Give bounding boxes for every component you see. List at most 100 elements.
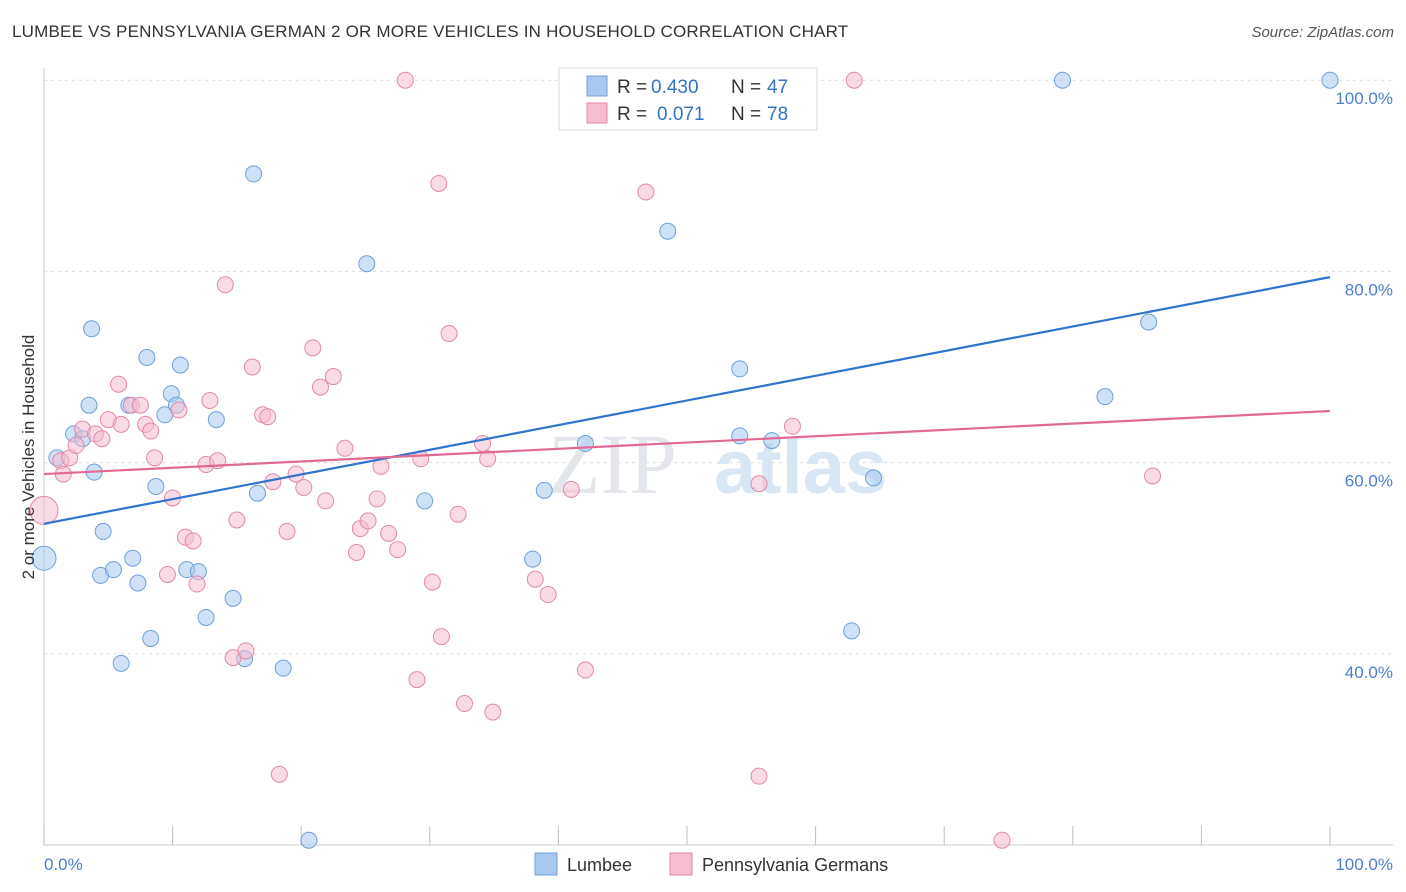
penn-point-42 — [347, 543, 365, 561]
legend-n-value-lumbee: 47 — [767, 77, 788, 98]
penn-point-33 — [270, 765, 288, 783]
penn-point-68 — [783, 417, 801, 435]
penn-point-29 — [243, 358, 261, 376]
bottom-legend-label-lumbee: Lumbee — [567, 855, 632, 875]
penn-point-55 — [440, 325, 458, 343]
penn-point-28 — [237, 642, 255, 660]
penn-point-12 — [131, 396, 149, 414]
lumbee-point-29 — [274, 659, 292, 677]
lumbee-point-14 — [138, 348, 156, 366]
lumbee-point-16 — [147, 478, 165, 495]
lumbee-point-35 — [576, 434, 594, 452]
lumbee-point-43 — [1096, 388, 1114, 406]
bottom-legend-swatch-penn — [669, 852, 693, 876]
penn-point-34 — [278, 522, 296, 540]
legend-n-value-penn: 78 — [767, 104, 788, 125]
legend-r-label-penn: R = — [617, 104, 647, 125]
penn-point-44 — [359, 512, 377, 530]
lumbee-point-33 — [535, 481, 553, 499]
y-tick-label-1: 80.0% — [1345, 280, 1393, 299]
lumbee-point-19 — [171, 356, 189, 374]
chart-source: Source: ZipAtlas.com — [1251, 24, 1394, 41]
legend-r-label-lumbee: R = — [617, 77, 647, 98]
penn-point-18 — [170, 401, 188, 419]
legend-n-label-penn: N = — [731, 104, 761, 125]
penn-point-52 — [423, 573, 441, 591]
penn-point-45 — [368, 490, 386, 508]
penn-point-70 — [993, 831, 1011, 849]
penn-point-48 — [389, 541, 407, 559]
lumbee-point-9 — [104, 561, 122, 579]
penn-trend-line — [43, 409, 1331, 476]
penn-point-54 — [432, 628, 450, 646]
penn-point-23 — [201, 391, 219, 409]
lumbee-point-5 — [80, 396, 98, 414]
legend-box: R = 0.430 N = 47 R = 0.071 N = 78 — [558, 67, 818, 131]
lumbee-point-4 — [83, 320, 101, 338]
penn-point-31 — [259, 408, 277, 426]
penn-point-41 — [336, 439, 354, 457]
trend-lines — [43, 276, 1331, 525]
penn-point-53 — [430, 174, 448, 192]
penn-point-25 — [216, 276, 234, 294]
lumbee-point-27 — [245, 165, 263, 183]
penn-point-37 — [304, 339, 322, 357]
lumbee-point-41 — [864, 469, 882, 487]
legend-n-label-lumbee: N = — [731, 77, 761, 98]
penn-point-36 — [295, 478, 313, 496]
lumbee-point-0 — [31, 545, 57, 571]
penn-point-40 — [324, 368, 342, 386]
lumbee-point-24 — [207, 411, 225, 429]
x-tick-label-max: 100.0% — [1335, 855, 1393, 874]
lumbee-point-13 — [129, 574, 147, 592]
penn-point-15 — [146, 449, 164, 467]
lumbee-point-40 — [843, 622, 861, 640]
penn-point-49 — [396, 71, 414, 89]
lumbee-point-37 — [731, 360, 749, 378]
penn-point-62 — [539, 586, 557, 604]
legend-swatch-lumbee — [586, 75, 608, 97]
y-axis-title: 2 or more Vehicles in Household — [19, 335, 38, 580]
chart-title: LUMBEE VS PENNSYLVANIA GERMAN 2 OR MORE … — [12, 22, 849, 41]
zipatlas-watermark: ZIP atlas — [548, 416, 887, 512]
penn-point-4 — [67, 436, 85, 454]
penn-point-64 — [576, 661, 594, 679]
lumbee-point-44 — [1140, 313, 1158, 331]
lumbee-point-34 — [524, 550, 542, 568]
penn-point-21 — [188, 575, 206, 593]
penn-point-20 — [184, 532, 202, 550]
lumbee-point-45 — [1321, 71, 1339, 89]
lumbee-point-38 — [731, 427, 749, 445]
penn-point-47 — [380, 524, 398, 542]
y-tick-label-0: 100.0% — [1335, 89, 1393, 108]
penn-point-9 — [110, 375, 128, 393]
lumbee-trend-line — [43, 276, 1331, 525]
legend-swatch-penn — [586, 102, 608, 124]
data-points — [29, 71, 1339, 849]
penn-point-0 — [29, 495, 59, 525]
penn-point-7 — [93, 430, 111, 448]
lumbee-point-39 — [763, 432, 781, 450]
penn-point-59 — [479, 450, 497, 468]
lumbee-point-12 — [124, 549, 142, 567]
legend-r-value-penn: 0.071 — [657, 104, 705, 125]
y-tick-label-3: 40.0% — [1345, 663, 1393, 682]
penn-point-56 — [449, 505, 467, 523]
lumbee-point-30 — [300, 831, 318, 849]
penn-point-60 — [484, 703, 502, 721]
penn-point-16 — [158, 565, 176, 583]
lumbee-point-15 — [142, 630, 160, 648]
lumbee-point-7 — [94, 522, 112, 540]
lumbee-point-36 — [659, 222, 677, 240]
penn-point-50 — [408, 671, 426, 689]
lumbee-point-31 — [358, 255, 376, 273]
penn-point-71 — [1144, 467, 1162, 485]
legend-r-value-lumbee: 0.430 — [651, 77, 699, 98]
penn-point-67 — [750, 475, 768, 493]
penn-point-14 — [142, 422, 160, 440]
y-tick-label-2: 60.0% — [1345, 472, 1393, 491]
penn-point-61 — [526, 570, 544, 588]
penn-point-63 — [562, 480, 580, 498]
penn-point-27 — [228, 511, 246, 529]
